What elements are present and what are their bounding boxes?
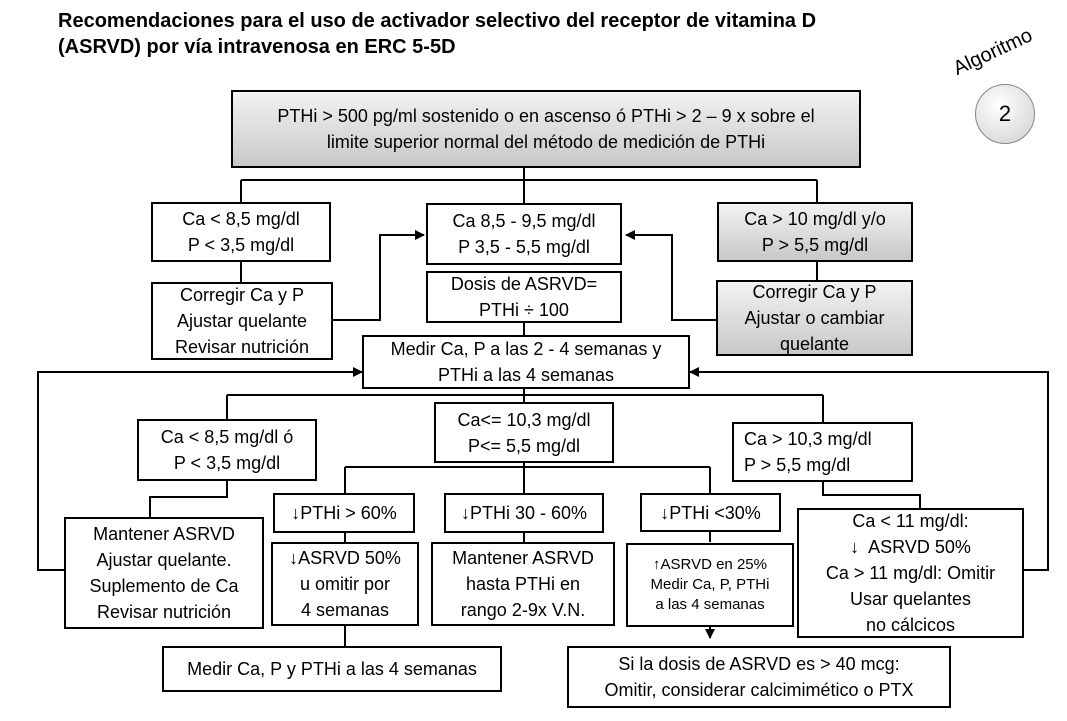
- ca-low-box: Ca < 8,5 mg/dl P < 3,5 mg/dl: [151, 202, 331, 262]
- dose-box: Dosis de ASRVD= PTHi ÷ 100: [426, 271, 622, 323]
- ca-low-line-2: P < 3,5 mg/dl: [187, 235, 295, 255]
- correct-left-line-1: Corregir Ca y P: [179, 285, 305, 305]
- pth3060-box: ↓ PTHi 30 - 60%: [444, 493, 604, 533]
- line-correct-left-to-normal: [333, 230, 425, 321]
- increase25-text: ASRVD en 25%: [660, 556, 767, 573]
- page-title: Recomendaciones para el uso de activador…: [58, 8, 988, 60]
- line-right-loop: [689, 367, 1049, 571]
- reduce50-box: ↓ASRVD 50% u omitir por 4 semanas: [271, 542, 419, 626]
- correct-right-line-1: Corregir Ca y P: [752, 282, 877, 302]
- line-left-loop: [37, 367, 363, 571]
- title-line-2: (ASRVD) por vía intravenosa en ERC 5-5D: [58, 36, 456, 58]
- maintain-mid-line-2: hasta PTHi en: [465, 574, 581, 594]
- top-criteria-box: PTHi > 500 pg/ml sostenido o en ascenso …: [231, 90, 861, 168]
- arrow-down-icon: ↓: [660, 502, 670, 523]
- correct-right-line-3: quelante: [779, 334, 850, 354]
- high2-line-2: P > 5,5 mg/dl: [744, 455, 851, 475]
- high2-box: Ca > 10,3 mg/dl P > 5,5 mg/dl: [732, 422, 913, 482]
- maintain-left-line-2: Ajustar quelante.: [96, 550, 232, 570]
- arrow-up-icon: ↑: [653, 556, 661, 573]
- dose-high-line-2: Omitir, considerar calcimimético o PTX: [604, 680, 914, 700]
- arrow-down-icon: ↓: [460, 503, 470, 523]
- dose-line-1: Dosis de ASRVD=: [450, 274, 598, 294]
- title-line-1: Recomendaciones para el uso de activador…: [58, 10, 817, 32]
- measure-final-box: Medir Ca, P y PTHi a las 4 semanas: [162, 646, 502, 692]
- pth3060-label: PTHi 30 - 60%: [469, 503, 588, 523]
- maintain-left-line-3: Suplemento de Ca: [89, 576, 239, 596]
- ca-high-line-2: P > 5,5 mg/dl: [761, 235, 869, 255]
- correct-left-line-3: Revisar nutrición: [174, 337, 310, 357]
- correct-left-box: Corregir Ca y P Ajustar quelante Revisar…: [151, 282, 333, 360]
- measure-box: Medir Ca, P a las 2 - 4 semanas y PTHi a…: [362, 335, 690, 389]
- pth30-box: ↓ PTHi <30%: [640, 493, 781, 532]
- line-top-split: [240, 168, 818, 203]
- line-correct-right-to-normal: [625, 230, 716, 321]
- reduce50-line-1: ↓ASRVD 50%: [289, 545, 401, 571]
- line-high2-to-action: [822, 482, 921, 508]
- measure-line-2: PTHi a las 4 semanas: [437, 365, 615, 385]
- increase25-line-1: ↑ASRVD en 25%: [653, 555, 767, 575]
- correct-right-box: Corregir Ca y P Ajustar o cambiar quelan…: [716, 280, 913, 356]
- maintain-mid-line-3: rango 2-9x V.N.: [460, 600, 586, 620]
- badge-number: 2: [998, 101, 1012, 126]
- high2-line-1: Ca > 10,3 mg/dl: [744, 429, 872, 449]
- pth60-box: ↓ PTHi > 60%: [273, 493, 415, 533]
- normal2-line-2: P<= 5,5 mg/dl: [467, 435, 581, 456]
- dose-high-line-1: Si la dosis de ASRVD es > 40 mcg:: [618, 654, 900, 674]
- ca-high-line-1: Ca > 10 mg/dl y/o: [744, 209, 886, 229]
- arrow-down-icon: ↓: [291, 503, 301, 523]
- top-line-2: limite superior normal del método de med…: [326, 132, 766, 152]
- dose-line-2: PTHi ÷ 100: [479, 300, 569, 320]
- measure-final-label: Medir Ca, P y PTHi a las 4 semanas: [187, 659, 477, 679]
- high-action-line-1: Ca < 11 mg/dl:: [852, 511, 969, 531]
- normal2-line-1: Ca<= 10,3 mg/dl: [457, 409, 591, 430]
- pth60-label: PTHi > 60%: [300, 503, 397, 523]
- ca-normal-box: Ca 8,5 - 9,5 mg/dl P 3,5 - 5,5 mg/dl: [426, 203, 622, 265]
- low2-line-2: P < 3,5 mg/dl: [173, 453, 281, 473]
- line-normal2-split: [344, 463, 711, 493]
- low2-box: Ca < 8,5 mg/dl ó P < 3,5 mg/dl: [137, 419, 317, 481]
- algorithm-badge: 2: [975, 84, 1035, 144]
- reduce50-line-2: u omitir por: [299, 574, 391, 594]
- maintain-left-box: Mantener ASRVD Ajustar quelante. Supleme…: [64, 517, 264, 629]
- increase25-line-3: a las 4 semanas: [655, 596, 765, 613]
- maintain-left-line-1: Mantener ASRVD: [93, 524, 235, 544]
- ca-normal-line-1: Ca 8,5 - 9,5 mg/dl: [452, 211, 596, 231]
- reduce50-text: ASRVD 50%: [298, 548, 401, 568]
- high-action-line-4: Usar quelantes: [849, 589, 972, 609]
- reduce50-line-3: 4 semanas: [300, 600, 390, 620]
- maintain-mid-line-1: Mantener ASRVD: [452, 548, 594, 568]
- dose-high-box: Si la dosis de ASRVD es > 40 mcg: Omitir…: [567, 646, 951, 708]
- high-action-box: Ca < 11 mg/dl: ↓ ASRVD 50% Ca > 11 mg/dl…: [797, 508, 1024, 638]
- high-action-line-3: Ca > 11 mg/dl: Omitir: [825, 563, 996, 583]
- correct-right-line-2: Ajustar o cambiar: [744, 308, 885, 328]
- maintain-left-line-4: Revisar nutrición: [96, 602, 232, 622]
- line-low2-to-maintain: [149, 481, 228, 517]
- normal2-box: Ca<= 10,3 mg/dl P<= 5,5 mg/dl: [434, 402, 614, 463]
- measure-line-1: Medir Ca, P a las 2 - 4 semanas y: [390, 339, 662, 359]
- arrow-down-icon: ↓: [289, 548, 299, 568]
- pth30-label: PTHi <30%: [669, 502, 761, 523]
- ca-normal-line-2: P 3,5 - 5,5 mg/dl: [458, 237, 590, 257]
- increase25-line-2: Medir Ca, P, PTHi: [650, 576, 770, 593]
- line-measure-split: [226, 389, 824, 422]
- high-action-reduce: ASRVD 50%: [868, 537, 971, 557]
- arrow-down-icon: ↓: [850, 537, 860, 557]
- top-line-1: PTHi > 500 pg/ml sostenido o en ascenso …: [277, 106, 815, 126]
- ca-low-line-1: Ca < 8,5 mg/dl: [182, 209, 300, 229]
- correct-left-line-2: Ajustar quelante: [176, 311, 308, 331]
- maintain-mid-box: Mantener ASRVD hasta PTHi en rango 2-9x …: [431, 542, 615, 626]
- low2-line-1: Ca < 8,5 mg/dl ó: [160, 427, 294, 447]
- high-action-line-2: ↓ ASRVD 50%: [850, 534, 971, 560]
- ca-high-box: Ca > 10 mg/dl y/o P > 5,5 mg/dl: [717, 202, 913, 262]
- high-action-line-5: no cálcicos: [865, 615, 956, 635]
- increase25-box: ↑ASRVD en 25% Medir Ca, P, PTHi a las 4 …: [626, 543, 794, 627]
